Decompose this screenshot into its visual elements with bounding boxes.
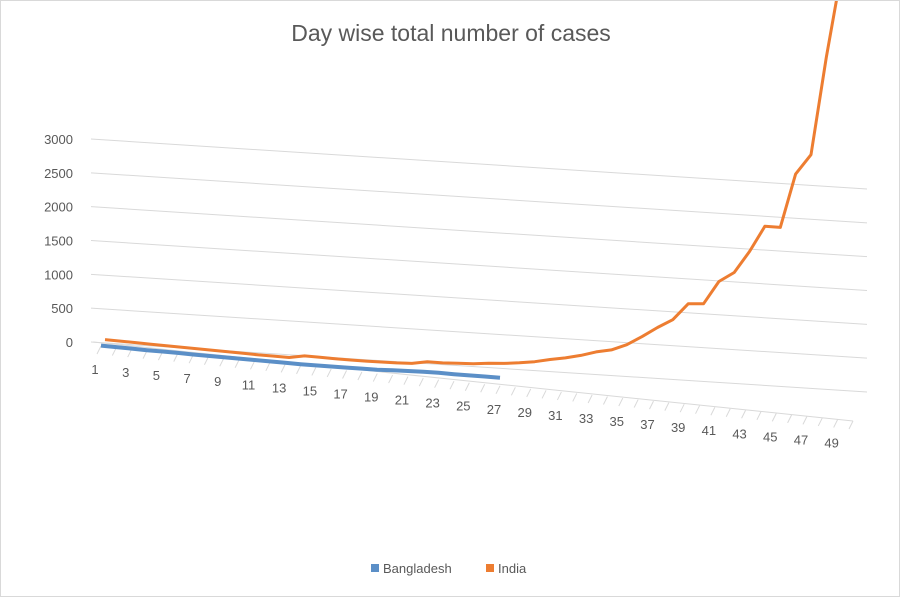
x-tick-mark [710,407,716,416]
x-tick-mark [480,384,486,393]
x-tick-label: 49 [824,435,838,450]
series-line-bangladesh [100,343,501,380]
gridlines [90,138,868,422]
x-tick-label: 21 [395,393,409,408]
x-tick-label: 33 [579,411,593,426]
x-tick-mark [510,387,516,396]
x-tick-mark [587,394,593,404]
x-tick-label: 29 [517,405,531,420]
chart-title: Day wise total number of cases [291,20,611,46]
x-tick-mark [173,353,179,362]
x-tick-mark [787,414,793,424]
legend-swatch [486,564,494,572]
x-tick-label: 25 [456,399,470,414]
x-tick-mark [556,391,562,401]
gridline [90,138,868,190]
y-tick-label: 500 [51,301,73,316]
series-lines [100,1,838,380]
x-tick-mark [157,351,163,361]
x-tick-mark [280,364,286,373]
x-tick-mark [695,405,700,414]
x-tick-mark [250,361,255,370]
x-tick-label: 43 [732,426,746,441]
x-tick-mark [311,367,317,376]
x-tick-mark [418,377,424,387]
x-tick-label: 41 [702,423,716,438]
x-tick-mark [541,390,547,399]
x-tick-label: 5 [153,368,160,383]
x-tick-mark [372,373,378,382]
x-tick-mark [449,380,455,390]
x-tick-mark [572,393,578,402]
x-tick-mark [603,396,608,405]
x-tick-mark [434,379,440,388]
series-line-india [104,1,838,366]
x-axis-ticks: 1 3 5 7 9 11 13 15 17 19 21 23 25 27 29 31 33 35 37 39 41 43 4… [91,345,854,450]
x-tick-mark [342,370,347,379]
x-tick-mark [464,382,470,391]
x-tick-label: 47 [794,432,808,447]
legend-label: Bangladesh [383,561,452,576]
x-tick-label: 7 [183,371,190,386]
x-tick-mark [633,399,639,408]
x-tick-label: 31 [548,408,562,423]
x-tick-mark [403,376,409,385]
x-tick-label: 9 [214,374,221,389]
x-tick-mark [618,397,624,407]
x-tick-mark [495,385,501,395]
x-tick-label: 3 [122,365,129,380]
y-tick-label: 3000 [44,132,73,147]
gridline [90,273,868,325]
x-tick-mark [848,420,854,430]
x-tick-label: 11 [242,377,256,392]
legend-label: India [498,561,527,576]
x-tick-mark [265,362,271,372]
x-tick-mark [219,358,225,367]
x-tick-mark [771,413,777,422]
legend-swatch [371,564,379,572]
y-tick-label: 1000 [44,267,73,282]
x-tick-label: 17 [333,386,347,401]
gridline [90,172,868,224]
x-tick-mark [526,388,532,398]
y-tick-label: 2000 [44,200,73,215]
x-tick-mark [741,410,747,419]
x-tick-mark [96,345,102,355]
x-tick-mark [234,359,240,368]
x-tick-mark [357,371,363,381]
gridline [90,206,868,258]
x-tick-mark [388,374,394,384]
x-tick-mark [188,354,194,364]
x-tick-label: 45 [763,429,777,444]
gridline [90,240,868,291]
x-tick-mark [649,400,654,410]
x-tick-mark [326,368,332,378]
x-tick-mark [833,419,839,428]
x-tick-label: 15 [303,383,317,398]
x-tick-label: 1 [91,362,98,377]
x-tick-mark [725,408,731,417]
x-tick-label: 35 [610,414,624,429]
y-tick-label: 1500 [44,234,73,249]
x-tick-label: 13 [272,380,286,395]
x-tick-label: 27 [487,402,501,417]
x-tick-mark [756,411,762,421]
y-axis-ticks: 3000 2500 2000 1500 1000 500 0 [44,132,73,350]
x-tick-label: 39 [671,420,685,435]
x-tick-label: 23 [425,396,439,411]
gridline [90,307,868,359]
x-tick-mark [679,403,685,413]
x-tick-mark [802,416,808,425]
x-tick-mark [296,365,301,375]
legend: Bangladesh India [371,561,527,576]
x-tick-mark [203,356,209,365]
x-tick-mark [664,402,670,411]
x-tick-label: 19 [364,390,378,405]
x-tick-mark [817,417,823,427]
x-tick-label: 37 [640,417,654,432]
y-tick-label: 2500 [44,166,73,181]
y-tick-label: 0 [66,335,73,350]
